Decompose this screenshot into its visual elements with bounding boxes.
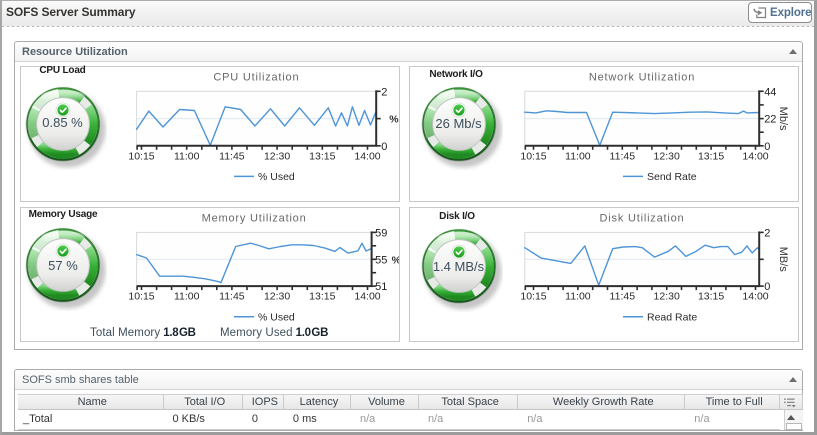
svg-text:22: 22 [764, 114, 776, 126]
svg-text:Memory Utilization: Memory Utilization [202, 213, 307, 225]
svg-text:2: 2 [764, 227, 770, 239]
svg-text:0: 0 [764, 281, 770, 293]
svg-text:% Used: % Used [258, 312, 295, 324]
svg-text:14:00: 14:00 [742, 150, 768, 162]
svg-text:%: % [392, 254, 399, 266]
svg-text:10:15: 10:15 [520, 291, 546, 303]
svg-text:51: 51 [375, 281, 387, 293]
svg-text:13:15: 13:15 [698, 150, 724, 162]
svg-text:10:15: 10:15 [128, 150, 154, 162]
svg-text:Mb/s: Mb/s [777, 107, 789, 131]
svg-text:12:30: 12:30 [264, 150, 290, 162]
svg-text:2: 2 [381, 86, 387, 98]
svg-text:0: 0 [764, 141, 770, 153]
svg-text:%: % [389, 114, 399, 126]
svg-text:11:00: 11:00 [565, 291, 591, 303]
svg-text:14:00: 14:00 [354, 150, 380, 162]
svg-text:55: 55 [375, 254, 387, 266]
svg-text:CPU Utilization: CPU Utilization [213, 72, 299, 84]
svg-text:11:45: 11:45 [610, 150, 636, 162]
svg-text:11:00: 11:00 [565, 150, 591, 162]
svg-text:59: 59 [375, 227, 387, 239]
svg-text:Disk Utilization: Disk Utilization [600, 213, 685, 225]
svg-text:14:00: 14:00 [742, 291, 768, 303]
svg-text:MB/s: MB/s [777, 247, 789, 273]
svg-text:11:45: 11:45 [219, 291, 245, 303]
svg-text:% Used: % Used [258, 171, 295, 183]
svg-text:14:00: 14:00 [354, 291, 380, 303]
svg-text:0: 0 [381, 141, 387, 153]
svg-text:11:00: 11:00 [174, 291, 200, 303]
svg-text:11:45: 11:45 [219, 150, 245, 162]
svg-text:12:30: 12:30 [654, 291, 680, 303]
svg-text:Read Rate: Read Rate [647, 312, 697, 324]
svg-text:11:45: 11:45 [610, 291, 636, 303]
svg-text:Network Utilization: Network Utilization [589, 72, 695, 84]
svg-text:13:15: 13:15 [309, 291, 335, 303]
svg-text:12:30: 12:30 [654, 150, 680, 162]
svg-text:13:15: 13:15 [698, 291, 724, 303]
svg-text:Send Rate: Send Rate [647, 171, 697, 183]
svg-text:10:15: 10:15 [128, 291, 154, 303]
svg-text:12:30: 12:30 [264, 291, 290, 303]
svg-text:10:15: 10:15 [520, 150, 546, 162]
svg-text:13:15: 13:15 [309, 150, 335, 162]
svg-text:44: 44 [764, 86, 776, 98]
svg-text:11:00: 11:00 [174, 150, 200, 162]
